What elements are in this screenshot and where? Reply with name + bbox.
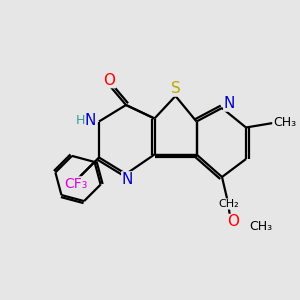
Text: H: H [76,114,85,128]
Text: CH₂: CH₂ [218,199,239,209]
Text: N: N [224,96,235,111]
Text: O: O [103,73,116,88]
Text: S: S [171,81,181,96]
Text: O: O [227,214,239,230]
Text: CF₃: CF₃ [65,177,88,191]
Text: N: N [122,172,133,187]
Text: N: N [85,113,96,128]
Text: CH₃: CH₃ [249,220,273,233]
Text: CH₃: CH₃ [273,116,296,130]
